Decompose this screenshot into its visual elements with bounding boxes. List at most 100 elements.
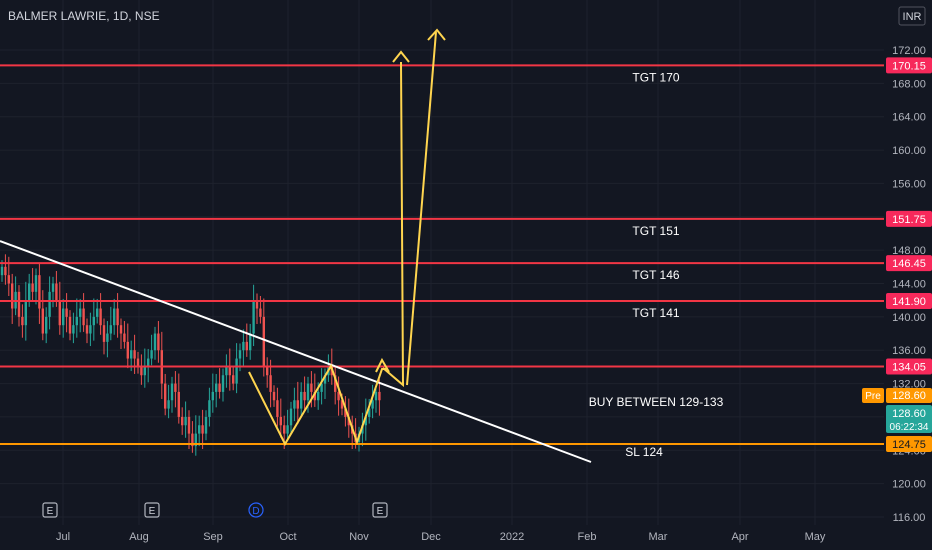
- candle[interactable]: [41, 308, 44, 334]
- candle[interactable]: [317, 391, 320, 401]
- candle[interactable]: [28, 283, 31, 301]
- candle[interactable]: [55, 283, 58, 301]
- candle[interactable]: [133, 350, 136, 359]
- candle[interactable]: [340, 400, 344, 409]
- candle[interactable]: [4, 266, 7, 276]
- candle[interactable]: [153, 333, 157, 351]
- candle[interactable]: [68, 316, 72, 334]
- candle[interactable]: [259, 308, 262, 317]
- target-arrow-2[interactable]: [406, 31, 437, 386]
- candle[interactable]: [238, 350, 242, 359]
- candle[interactable]: [7, 275, 10, 284]
- candle[interactable]: [276, 400, 279, 417]
- candle[interactable]: [82, 308, 85, 326]
- candle[interactable]: [140, 366, 143, 376]
- candle[interactable]: [194, 433, 197, 447]
- candle[interactable]: [38, 275, 41, 309]
- candle[interactable]: [368, 408, 371, 417]
- candle[interactable]: [289, 408, 293, 426]
- candle[interactable]: [177, 391, 180, 417]
- candle[interactable]: [303, 391, 306, 401]
- candle[interactable]: [174, 383, 177, 392]
- candle[interactable]: [58, 300, 61, 326]
- candle[interactable]: [378, 391, 381, 401]
- candle[interactable]: [204, 416, 208, 434]
- candle[interactable]: [89, 325, 92, 334]
- candle[interactable]: [72, 325, 75, 334]
- candle[interactable]: [198, 425, 201, 434]
- candle[interactable]: [123, 333, 126, 342]
- descending-trendline[interactable]: [0, 240, 592, 463]
- candle[interactable]: [374, 391, 378, 401]
- candle[interactable]: [306, 383, 310, 401]
- candle[interactable]: [96, 308, 99, 317]
- candle[interactable]: [361, 425, 364, 434]
- earnings-marker[interactable]: [372, 502, 388, 518]
- candle[interactable]: [170, 383, 174, 401]
- candle[interactable]: [334, 375, 337, 392]
- candle[interactable]: [252, 300, 255, 334]
- target-arrow-1[interactable]: [382, 61, 405, 388]
- candle[interactable]: [191, 433, 194, 447]
- candle[interactable]: [11, 283, 14, 309]
- candlestick-series[interactable]: [0, 254, 381, 456]
- candle[interactable]: [272, 391, 276, 401]
- candle[interactable]: [337, 391, 340, 401]
- candle[interactable]: [65, 308, 68, 317]
- candle[interactable]: [201, 425, 204, 434]
- candle[interactable]: [300, 391, 303, 409]
- earnings-marker[interactable]: [42, 502, 58, 518]
- candle[interactable]: [51, 283, 55, 292]
- breakout-arrow[interactable]: [375, 357, 390, 373]
- candle[interactable]: [269, 375, 272, 392]
- candle[interactable]: [113, 308, 116, 326]
- candle[interactable]: [157, 333, 160, 351]
- candle[interactable]: [181, 416, 184, 426]
- candle[interactable]: [143, 366, 146, 376]
- candle[interactable]: [242, 341, 245, 351]
- candle[interactable]: [313, 391, 316, 401]
- candle[interactable]: [262, 316, 265, 367]
- candle[interactable]: [187, 416, 191, 434]
- candle[interactable]: [225, 366, 228, 376]
- candle[interactable]: [184, 416, 187, 426]
- candle[interactable]: [283, 425, 286, 434]
- candle[interactable]: [109, 325, 112, 334]
- candle[interactable]: [136, 358, 140, 367]
- candle[interactable]: [310, 383, 313, 392]
- candle[interactable]: [249, 333, 252, 351]
- candle[interactable]: [130, 350, 133, 359]
- dividend-marker[interactable]: [248, 502, 264, 518]
- candle[interactable]: [24, 300, 27, 326]
- candle[interactable]: [228, 366, 231, 376]
- candle[interactable]: [344, 408, 347, 417]
- earnings-marker[interactable]: [144, 502, 160, 518]
- candle[interactable]: [116, 308, 119, 326]
- candle[interactable]: [147, 358, 150, 367]
- candle[interactable]: [45, 316, 48, 334]
- candle[interactable]: [48, 291, 51, 317]
- candle[interactable]: [320, 383, 323, 392]
- candle[interactable]: [218, 383, 221, 392]
- candle[interactable]: [215, 383, 218, 392]
- candle[interactable]: [296, 400, 299, 409]
- candle[interactable]: [221, 375, 225, 392]
- candle[interactable]: [34, 275, 38, 292]
- candle[interactable]: [364, 416, 367, 426]
- candle[interactable]: [211, 391, 214, 401]
- candle[interactable]: [21, 316, 24, 326]
- candle[interactable]: [17, 291, 21, 317]
- candle[interactable]: [119, 325, 123, 334]
- candle[interactable]: [279, 416, 282, 426]
- candle[interactable]: [106, 333, 109, 342]
- candle[interactable]: [102, 325, 106, 342]
- candle[interactable]: [286, 425, 289, 434]
- candle[interactable]: [255, 300, 259, 309]
- candle[interactable]: [167, 400, 170, 409]
- candle[interactable]: [323, 375, 327, 384]
- trend-drawings[interactable]: [0, 28, 592, 463]
- candle[interactable]: [75, 316, 78, 326]
- candle[interactable]: [150, 350, 153, 359]
